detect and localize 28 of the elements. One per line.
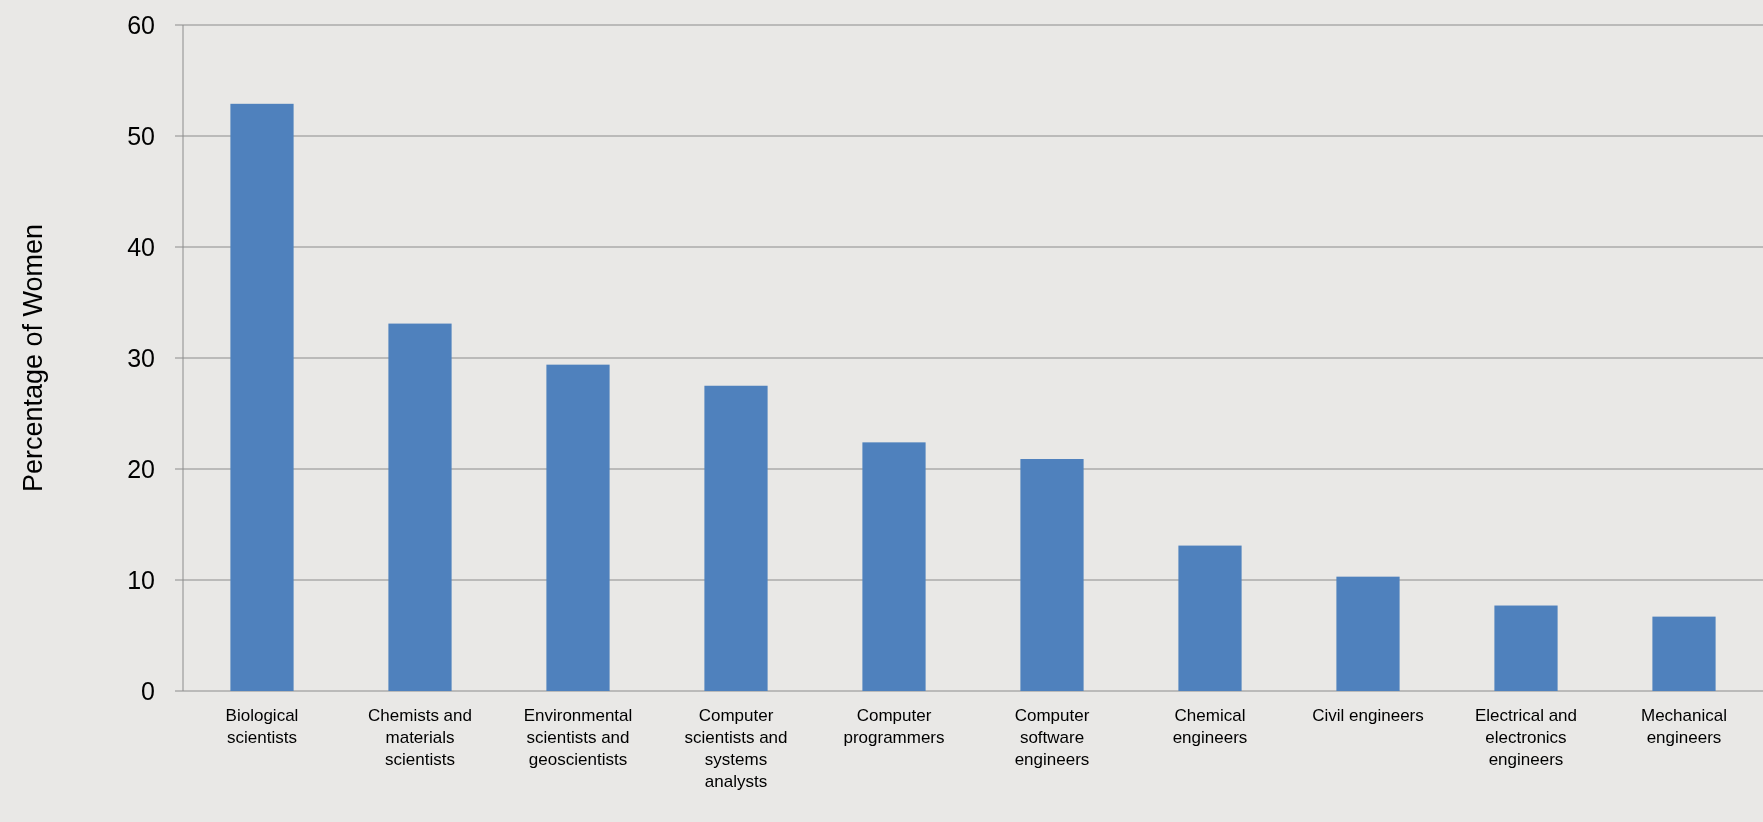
bar bbox=[862, 442, 926, 691]
bar bbox=[546, 364, 610, 691]
x-tick-label: Chemical engineers bbox=[1172, 706, 1248, 747]
x-tick-label: Chemists and materials scientists bbox=[368, 706, 472, 769]
y-tick-label: 0 bbox=[141, 676, 155, 705]
y-tick-label: 20 bbox=[127, 454, 155, 483]
y-tick-label: 40 bbox=[127, 232, 155, 261]
x-tick-label: Biological scientists bbox=[225, 706, 299, 747]
x-tick-label: Computer programmers bbox=[843, 706, 945, 747]
bar bbox=[1652, 616, 1716, 691]
y-tick-label: 10 bbox=[127, 565, 155, 594]
y-tick-label: 60 bbox=[127, 10, 155, 39]
bar bbox=[388, 323, 452, 691]
y-tick-label: 30 bbox=[127, 343, 155, 372]
x-tick-label: Computer software engineers bbox=[1014, 706, 1090, 769]
x-tick-label: Computer scientists and systems analysts bbox=[684, 706, 788, 791]
y-axis-title: Percentage of Women bbox=[18, 223, 48, 493]
x-tick-label: Mechanical engineers bbox=[1641, 706, 1727, 747]
x-tick-label: Electrical and electronics engineers bbox=[1474, 706, 1578, 769]
bar bbox=[1494, 605, 1558, 691]
x-tick-label: Civil engineers bbox=[1312, 706, 1424, 725]
x-tick-label: Environmental scientists and geoscientists bbox=[523, 706, 633, 769]
bar bbox=[1336, 576, 1400, 691]
bar bbox=[1020, 459, 1084, 691]
bar bbox=[1178, 545, 1242, 691]
y-tick-label: 50 bbox=[127, 121, 155, 150]
bar bbox=[704, 385, 768, 691]
bar bbox=[230, 103, 294, 691]
